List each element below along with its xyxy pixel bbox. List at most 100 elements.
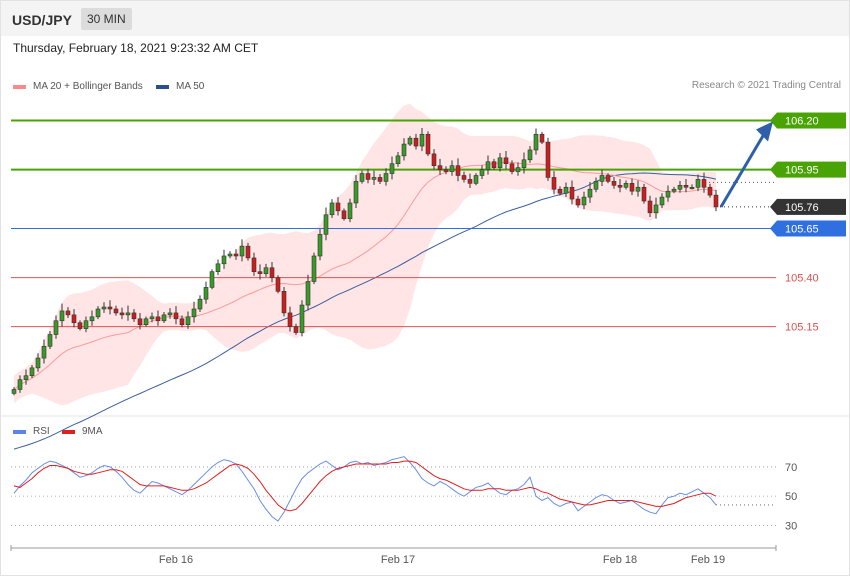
candle-body-80 — [491, 161, 497, 168]
candle-body-36 — [227, 253, 233, 257]
candle-body-7 — [53, 320, 59, 335]
x-tick-label-2: Feb 18 — [603, 554, 637, 566]
candle-body-15 — [101, 306, 107, 310]
candle-body-66 — [407, 137, 413, 145]
candle-body-50 — [311, 255, 317, 282]
ma20-path — [13, 161, 717, 390]
candle-body-4 — [35, 357, 41, 369]
candle-body-1 — [17, 379, 23, 390]
candle-body-43 — [269, 267, 275, 278]
legend-ma50: MA 50 — [156, 81, 204, 92]
legend-rsi-ma: 9MA — [62, 426, 103, 437]
candlesticks — [11, 127, 719, 396]
candle-body-2 — [23, 375, 29, 380]
candle-body-99 — [605, 175, 611, 182]
bollinger-band-fill — [14, 103, 716, 406]
candle-body-94 — [575, 198, 581, 206]
candle-body-0 — [11, 389, 17, 394]
candle-body-85 — [521, 159, 527, 168]
candle-body-107 — [653, 204, 659, 214]
candle-body-103 — [629, 183, 635, 192]
candle-body-46 — [287, 312, 293, 327]
timeframe-badge[interactable]: 30 MIN — [81, 8, 132, 30]
candle-body-8 — [59, 310, 65, 322]
candle-body-22 — [143, 318, 149, 325]
candle-body-48 — [299, 304, 305, 333]
ma50-line — [13, 172, 717, 450]
candle-body-110 — [671, 188, 677, 192]
candle-body-57 — [353, 181, 359, 204]
candle-body-42 — [263, 267, 269, 274]
candle-body-82 — [503, 157, 509, 165]
candle-body-71 — [437, 165, 443, 170]
candle-body-49 — [305, 281, 311, 306]
candle-body-115 — [701, 179, 707, 188]
candle-body-56 — [347, 202, 353, 219]
minor-support-label-4: 105.40 — [785, 273, 819, 285]
rsi-line — [13, 456, 717, 522]
candle-body-101 — [617, 185, 623, 188]
candle-body-93 — [569, 186, 575, 200]
candle-body-55 — [341, 210, 347, 219]
current-price-pointer — [770, 198, 777, 215]
ma50-swatch — [156, 84, 169, 89]
candle-body-78 — [479, 169, 485, 176]
candle-body-40 — [251, 257, 257, 272]
x-tick-label-1: Feb 17 — [381, 554, 415, 566]
candle-body-19 — [125, 312, 131, 316]
legend-bollinger: MA 20 + Bollinger Bands — [13, 81, 143, 92]
bollinger-swatch — [13, 84, 26, 89]
candle-body-33 — [209, 271, 215, 288]
ma50-path — [13, 172, 717, 450]
x-axis: Feb 16 Feb 17 Feb 18 Feb 19 — [10, 545, 777, 566]
candle-body-29 — [185, 316, 191, 325]
candle-body-97 — [593, 181, 599, 190]
candle-body-105 — [641, 186, 647, 202]
candle-body-70 — [431, 153, 437, 166]
candle-body-116 — [707, 186, 713, 196]
bollinger-bands — [14, 103, 716, 406]
candle-body-96 — [587, 188, 593, 198]
candle-body-35 — [221, 255, 227, 265]
candle-body-12 — [83, 320, 89, 329]
target-arrow — [719, 121, 773, 208]
candle-body-117 — [713, 194, 719, 208]
candle-body-52 — [323, 214, 329, 235]
candle-body-30 — [191, 308, 197, 318]
candle-body-100 — [611, 181, 617, 186]
rsi-ma-line — [13, 460, 717, 512]
candle-body-27 — [173, 312, 179, 320]
candle-body-83 — [509, 163, 515, 172]
chart-datetime: Thursday, February 18, 2021 9:23:32 AM C… — [13, 41, 259, 55]
candle-body-76 — [467, 179, 473, 184]
candle-body-108 — [659, 196, 665, 206]
candle-body-16 — [107, 306, 113, 310]
candle-body-87 — [533, 133, 539, 151]
candle-body-13 — [89, 316, 95, 322]
candle-body-54 — [335, 202, 341, 212]
rsi-swatch — [13, 429, 26, 434]
candle-body-5 — [41, 345, 47, 359]
x-tick-label-0: Feb 16 — [159, 554, 193, 566]
candle-body-67 — [413, 137, 419, 147]
rsi-level-label-1: 50 — [785, 491, 797, 503]
candle-body-106 — [647, 200, 653, 214]
chart-credit: Research © 2021 Trading Central — [691, 80, 841, 91]
candle-body-77 — [473, 175, 479, 184]
candle-body-62 — [383, 173, 389, 182]
candle-body-109 — [665, 190, 671, 198]
candle-body-59 — [365, 173, 371, 180]
candle-body-86 — [527, 149, 533, 161]
candle-body-58 — [359, 173, 365, 182]
resistance-label-0: 106.20 — [785, 116, 819, 128]
resistance-box-1 — [777, 161, 846, 178]
candle-body-45 — [281, 291, 287, 314]
rsi-level-label-2: 30 — [785, 520, 797, 532]
candle-body-24 — [155, 316, 161, 322]
candle-body-32 — [203, 287, 209, 300]
candle-body-75 — [461, 175, 467, 180]
candle-body-6 — [47, 334, 53, 347]
candle-body-74 — [455, 165, 461, 176]
